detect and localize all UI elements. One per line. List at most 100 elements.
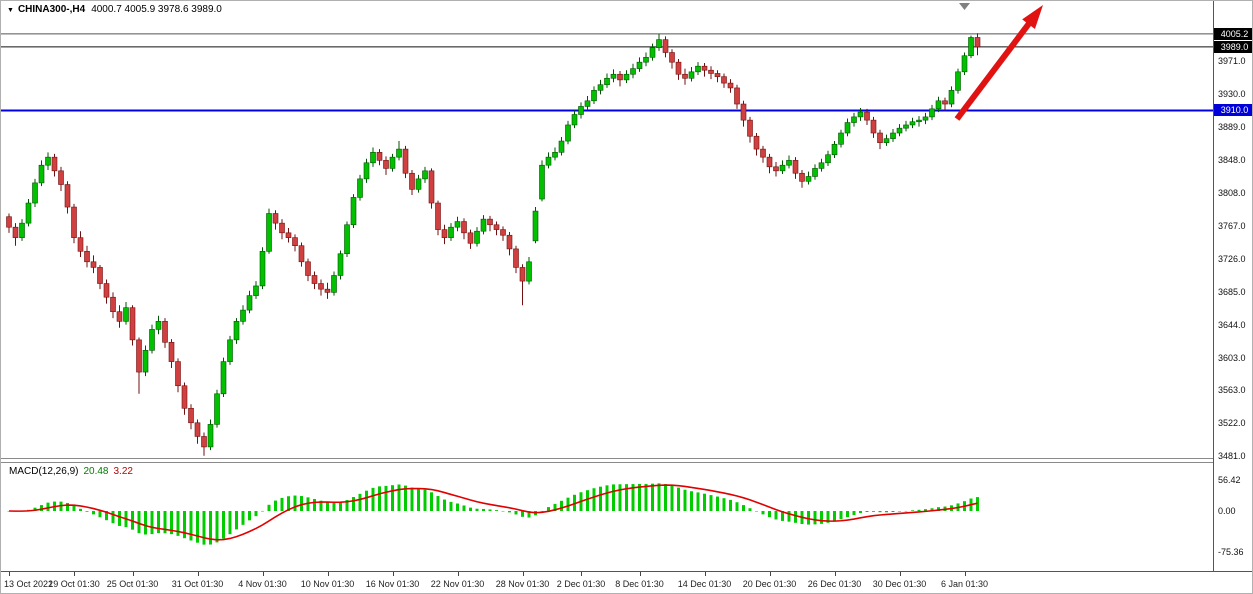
macd-histogram-bar xyxy=(430,492,433,511)
time-axis-tick xyxy=(262,572,264,576)
macd-histogram-bar xyxy=(670,485,674,511)
trend-arrow-head[interactable] xyxy=(1022,5,1043,29)
macd-histogram-bar xyxy=(508,511,511,513)
candle-down xyxy=(188,407,194,424)
macd-histogram-bar xyxy=(651,483,654,511)
macd-histogram-bar xyxy=(742,505,745,511)
macd-histogram-bar xyxy=(462,505,466,511)
candle-down xyxy=(90,261,97,268)
macd-axis-label: 56.42 xyxy=(1218,474,1241,485)
candle-up xyxy=(786,160,792,166)
macd-histogram-bar xyxy=(592,488,596,511)
candle-down xyxy=(51,156,58,172)
time-axis-label: 16 Nov 01:30 xyxy=(365,579,420,589)
candle-down xyxy=(682,73,688,79)
candle-up xyxy=(812,168,818,177)
price-axis[interactable]: 4005.2 3989.0 3971.0 3930.0 3910.0 3889.0 3848… xyxy=(1213,1,1252,571)
candle-down xyxy=(766,156,773,168)
candle-up xyxy=(532,210,539,242)
candle-down xyxy=(103,283,110,298)
candle-up xyxy=(25,202,32,224)
macd-histogram-bar xyxy=(137,511,141,534)
candle-down xyxy=(402,148,409,174)
macd-histogram-bar xyxy=(547,507,550,511)
candle-up xyxy=(968,37,974,57)
candle-down xyxy=(201,436,207,448)
macd-histogram-bar xyxy=(898,511,901,512)
macd-histogram-bar xyxy=(475,508,479,511)
macd-histogram-bar xyxy=(794,511,797,523)
candle-down xyxy=(747,119,753,137)
time-axis-tick xyxy=(392,572,394,576)
time-axis[interactable]: 13 Oct 2022 19 Oct 01:30 25 Oct 01:30 31 Oc… xyxy=(1,571,1252,593)
macd-histogram-bar xyxy=(371,487,375,511)
macd-histogram-bar xyxy=(937,507,940,511)
candle-down xyxy=(116,311,123,322)
panel-separator-top[interactable] xyxy=(1,458,1252,459)
macd-histogram-bar xyxy=(846,511,849,518)
candle-down xyxy=(669,52,675,63)
candle-up xyxy=(838,132,844,145)
symbol-dropdown-icon[interactable]: ▼ xyxy=(7,7,14,14)
candle-down xyxy=(383,160,389,169)
candle-down xyxy=(708,69,714,74)
candle-up xyxy=(38,164,45,184)
macd-name: MACD(12,26,9) xyxy=(9,466,79,477)
macd-histogram-bar xyxy=(176,511,180,536)
candle-up xyxy=(233,321,240,341)
macd-histogram-bar xyxy=(274,500,277,511)
candle-up xyxy=(155,321,162,330)
symbol-period-label: CHINA300-,H4 xyxy=(17,4,86,15)
macd-panel-area[interactable] xyxy=(1,463,1213,571)
macd-histogram-bar xyxy=(787,511,791,522)
macd-histogram-bar xyxy=(436,496,440,511)
time-axis-label: 13 Oct 2022 xyxy=(4,579,54,589)
price-axis-label: 3808.0 xyxy=(1218,187,1246,198)
candle-up xyxy=(565,124,571,142)
price-axis-label: 3603.0 xyxy=(1218,352,1246,363)
macd-histogram-bar xyxy=(781,511,784,521)
time-axis-tick xyxy=(197,572,199,576)
price-axis-label: 3726.0 xyxy=(1218,253,1246,264)
macd-histogram-bar xyxy=(664,484,667,511)
candle-down xyxy=(58,170,64,185)
price-axis-label: 3481.0 xyxy=(1218,450,1246,461)
candle-up xyxy=(695,65,701,73)
macd-histogram-bar xyxy=(813,511,817,525)
candle-down xyxy=(487,218,493,226)
candle-up xyxy=(831,143,838,156)
trend-arrow-shaft[interactable] xyxy=(954,19,1034,121)
candle-down xyxy=(617,73,623,81)
macd-histogram-bar xyxy=(183,511,186,539)
candle-up xyxy=(916,119,922,123)
candle-up xyxy=(571,114,578,126)
candle-up xyxy=(422,170,428,180)
time-axis-label: 26 Dec 01:30 xyxy=(807,579,862,589)
macd-histogram-bar xyxy=(683,489,687,511)
time-axis-label: 30 Dec 01:30 xyxy=(872,579,927,589)
price-tag-black: 4005.2 xyxy=(1214,27,1252,40)
candle-up xyxy=(552,152,558,158)
macd-histogram-bar xyxy=(449,501,453,511)
price-axis-label: 3644.0 xyxy=(1218,319,1246,330)
candle-up xyxy=(604,77,610,86)
macd-histogram-bar xyxy=(729,499,732,511)
candle-up xyxy=(805,176,812,182)
candle-up xyxy=(214,393,220,425)
macd-axis-label: -75.36 xyxy=(1218,547,1244,558)
main-chart-area[interactable] xyxy=(1,1,1213,459)
price-axis-label: 3889.0 xyxy=(1218,122,1246,133)
macd-histogram-bar xyxy=(774,511,778,520)
macd-histogram-bar xyxy=(482,508,485,511)
candle-up xyxy=(480,218,487,232)
macd-histogram-bar xyxy=(722,498,726,511)
time-axis-label: 2 Dec 01:30 xyxy=(556,579,606,589)
panel-separator-bottom[interactable] xyxy=(1,462,1252,463)
time-axis-tick xyxy=(581,572,582,576)
candle-down xyxy=(305,261,311,276)
macd-histogram-bar xyxy=(605,485,609,511)
macd-axis-label: 0.00 xyxy=(1218,506,1236,516)
candle-up xyxy=(448,226,454,238)
time-axis-tick xyxy=(639,572,641,576)
time-axis-tick xyxy=(964,572,966,576)
